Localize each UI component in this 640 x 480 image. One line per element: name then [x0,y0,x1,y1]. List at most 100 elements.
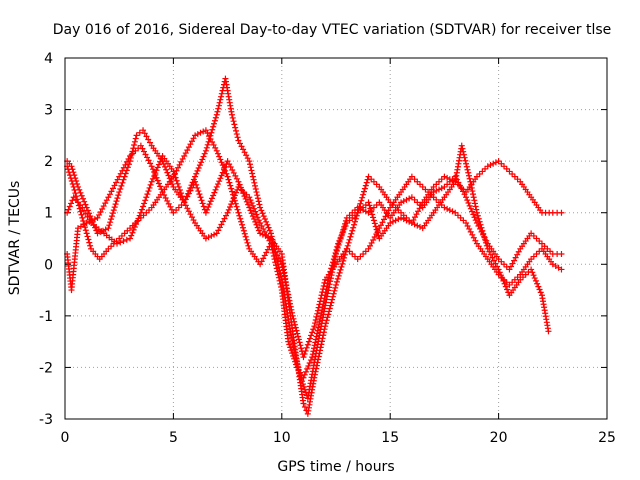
data-point-dense [204,206,211,213]
data-point-dense [309,351,316,358]
data-point-dense [212,114,219,121]
data-point-dense [317,295,324,302]
data-point-dense [372,223,379,230]
data-point-dense [327,302,334,309]
data-point-dense [189,179,196,186]
data-point-dense [200,153,207,160]
data-point-dense [308,332,315,339]
data-point-dense [287,303,294,310]
data-point-dense [251,179,258,186]
data-point-dense [291,348,298,355]
data-point-dense [79,195,86,202]
data-point-dense [266,227,273,234]
data-point-dense [316,318,323,325]
data-point-dense [289,340,296,347]
y-tick-label: -1 [39,309,53,325]
data-point-dense [249,202,256,209]
data-point [246,158,253,165]
data-point-dense [255,198,262,205]
data-point-dense [531,275,538,282]
data-point-dense [82,210,89,217]
data-point-dense [465,172,472,179]
data-point-dense [146,184,153,191]
data-point-dense [233,131,240,138]
data-point-dense [317,298,324,305]
data-point-dense [218,172,225,179]
data-point-dense [467,205,474,212]
data-point [116,189,123,196]
data-point-dense [111,204,118,211]
data-point-dense [278,283,285,290]
data-point-dense [299,381,306,388]
data-point-dense [284,288,291,295]
x-tick-label: 25 [598,430,616,446]
data-point-dense [199,156,206,163]
data-point-dense [218,93,225,100]
data-point-dense [317,315,324,322]
data-point [311,323,318,330]
data-point-dense [301,403,308,410]
data-point [213,147,220,154]
data-point-dense [470,211,477,218]
data-point-dense [144,191,151,198]
data-point-dense [295,333,302,340]
data-point-dense [330,290,337,297]
data-point [317,312,324,319]
grid [65,58,607,419]
data-point-dense [304,341,311,348]
data-point-dense [470,191,477,198]
data-point-dense [208,232,215,239]
data-point [398,199,405,206]
data-point-dense [225,206,232,213]
data-point-dense [136,212,143,219]
data-point-dense [66,203,73,210]
data-point-dense [400,198,407,205]
data-point-dense [370,214,377,221]
data-point-dense [337,266,344,273]
data-point-dense [403,217,410,224]
data-point-dense [120,238,127,245]
data-point-dense [306,360,313,367]
series-track-4 [64,152,565,361]
x-tick-label: 0 [61,430,70,446]
data-point-dense [152,170,159,177]
data-point-dense [253,189,260,196]
data-point-dense [471,214,478,221]
data-point-dense [218,90,225,97]
data-point-dense [141,130,148,137]
data-point-dense [229,114,236,121]
data-point-dense [285,294,292,301]
data-point-dense [223,170,230,177]
data-point-dense [91,216,98,223]
data-point-dense [251,216,258,223]
data-point-dense [314,307,321,314]
data-point-dense [179,193,186,200]
data-point-dense [285,291,292,298]
data-point-dense [214,150,221,157]
data-point-dense [240,190,247,197]
data-point-dense [272,259,279,266]
data-point-dense [115,192,122,199]
data-point-dense [215,105,222,112]
data-point-dense [502,283,509,290]
data-point [558,250,565,257]
data-point-dense [255,217,262,224]
data-point-dense [504,286,511,293]
data-point-dense [205,234,212,241]
data-point [127,235,134,242]
data-point-dense [247,207,254,214]
data-point [202,147,209,154]
data-point-dense [207,198,214,205]
data-point-dense [368,208,375,215]
data-point [365,199,372,206]
data-point-dense [286,341,293,348]
data-point-dense [316,301,323,308]
data-point-dense [229,198,236,205]
data-point-dense [247,161,254,168]
data-point-dense [82,201,89,208]
data-point-dense [350,224,357,231]
data-point-dense [268,233,275,240]
data-point-dense [265,224,272,231]
data-point-dense [216,99,223,106]
data-point-dense [310,348,317,355]
